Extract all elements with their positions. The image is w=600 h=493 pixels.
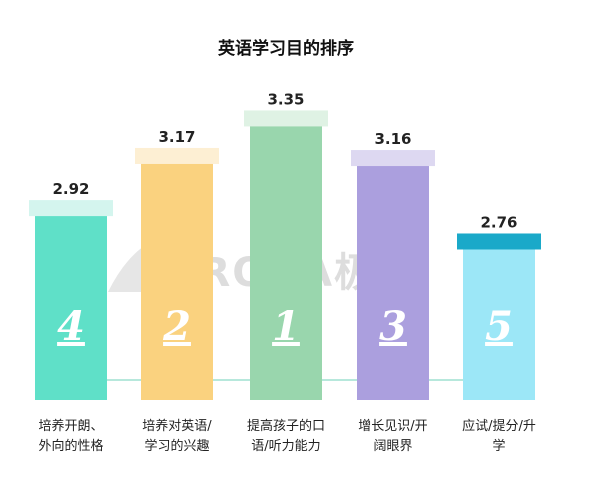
rank-label: 4 xyxy=(57,303,85,350)
bars-group: 2.92 4 3.17 2 3.35 1 3.16 3 2.76 5 xyxy=(29,90,541,400)
value-label: 3.17 xyxy=(158,128,195,146)
category-label: 阔眼界 xyxy=(373,439,412,454)
value-label: 3.35 xyxy=(267,90,304,108)
bar xyxy=(250,118,322,400)
bar-cap xyxy=(244,110,328,127)
category-label: 学 xyxy=(492,438,505,454)
category-label: 培养开朗、 xyxy=(38,418,103,434)
value-label: 2.92 xyxy=(52,180,89,198)
bar xyxy=(357,158,429,400)
rank-label: 2 xyxy=(162,303,191,350)
category-label: 增长见识/开 xyxy=(358,419,427,434)
category-label: 学习的兴趣 xyxy=(144,438,209,454)
chart-title: 英语学习目的排序 xyxy=(218,38,354,59)
category-label: 语/听力能力 xyxy=(251,439,320,454)
value-label: 3.16 xyxy=(374,130,411,148)
bar xyxy=(463,241,535,400)
rank-label: 3 xyxy=(379,303,407,350)
category-label: 培养对英语/ xyxy=(142,418,212,434)
category-label: 外向的性格 xyxy=(38,438,103,454)
rank-label: 1 xyxy=(272,303,300,350)
bar-cap xyxy=(29,200,113,217)
bar xyxy=(141,155,213,400)
bar-cap xyxy=(135,147,219,164)
rank-label: 5 xyxy=(485,303,513,350)
bar-cap xyxy=(457,233,541,250)
bar-cap xyxy=(351,150,435,167)
category-label: 应试/提分/升 xyxy=(462,418,536,434)
value-label: 2.76 xyxy=(480,213,517,231)
bar xyxy=(35,208,107,400)
category-label: 提高孩子的口 xyxy=(247,418,325,434)
